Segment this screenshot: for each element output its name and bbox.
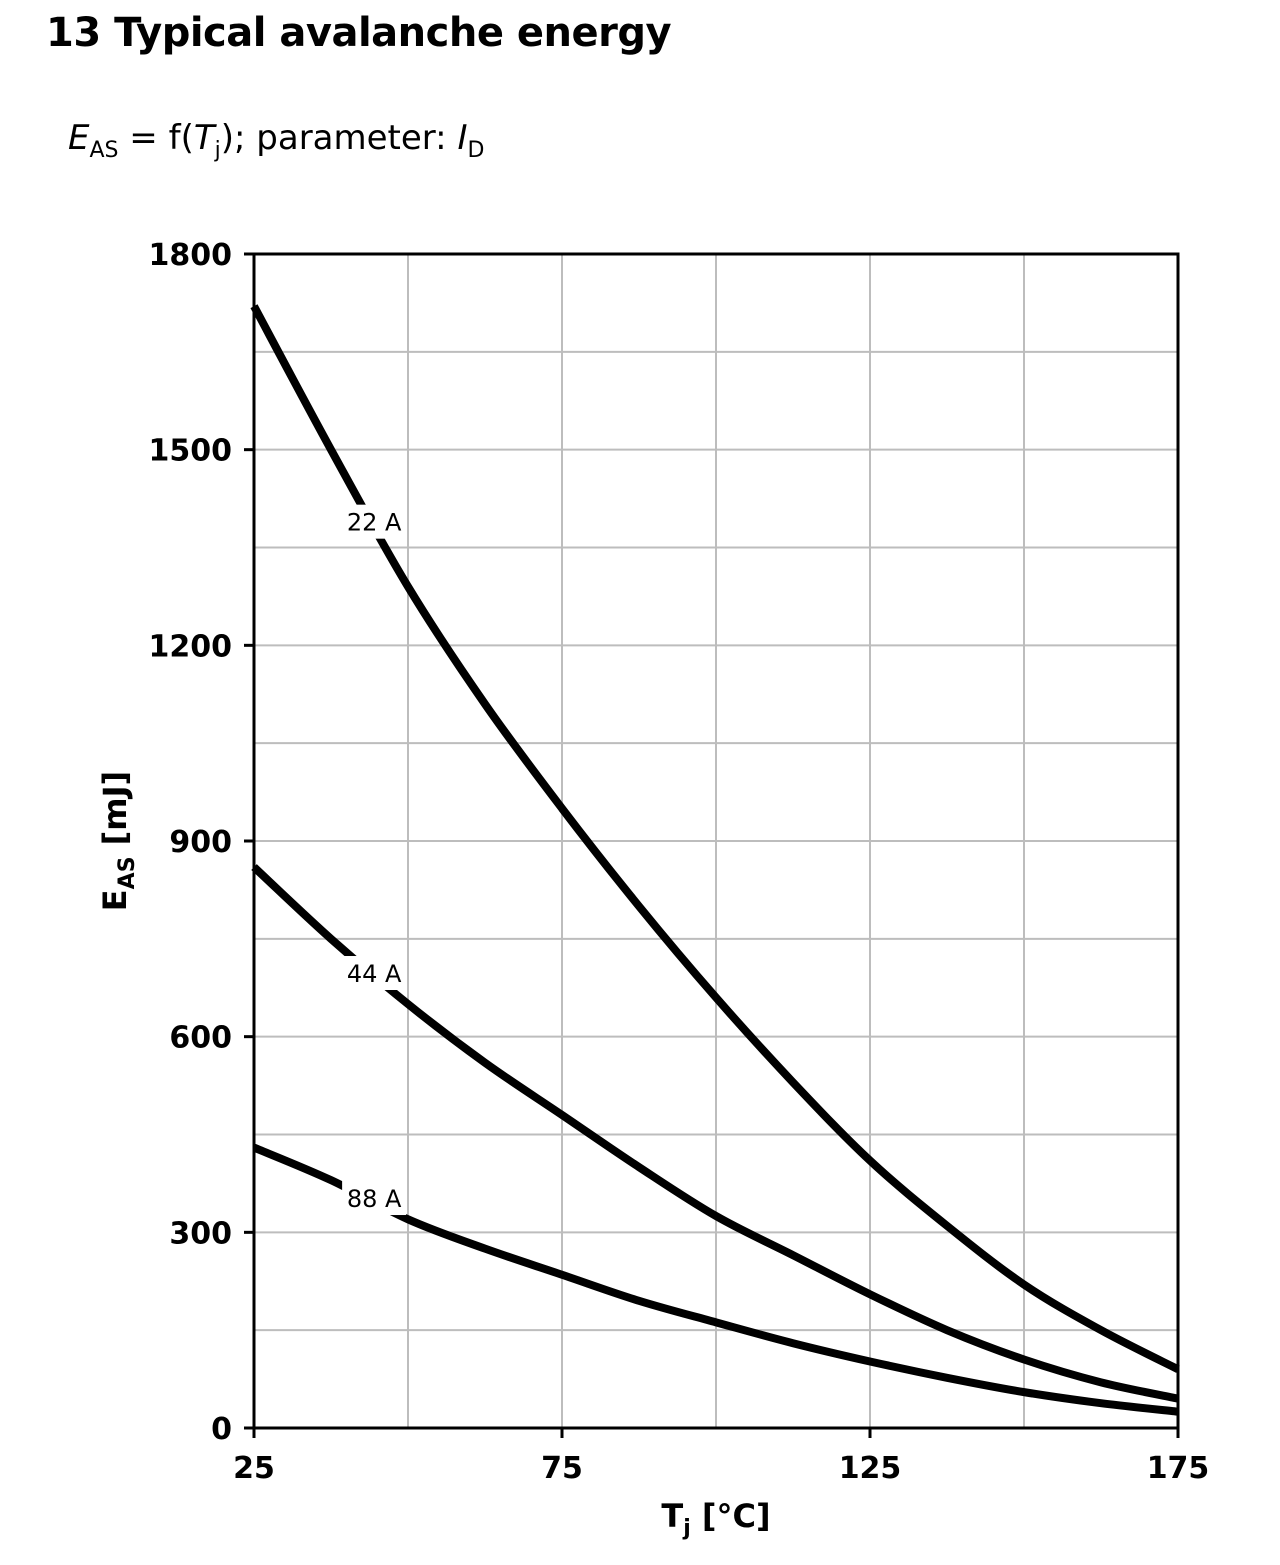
x-tick-label-25: 25 — [233, 1451, 275, 1486]
curve-22a — [250, 304, 1180, 1373]
page-title: 13 Typical avalanche energy — [46, 10, 672, 56]
grid-lines — [253, 253, 1179, 1429]
subtitle-energy-subscript: AS — [89, 138, 119, 163]
x-axis-title: Tj [°C] — [661, 1497, 770, 1541]
curve-label-44a: 44 A — [347, 960, 402, 988]
y-tick-label-1500: 1500 — [149, 434, 233, 469]
curve-label-22a: 22 A — [347, 509, 402, 537]
curve-88a — [252, 1143, 1179, 1416]
curve-label-bg-22a — [342, 504, 407, 539]
y-tick-label-0: 0 — [211, 1412, 232, 1447]
subtitle-current-symbol: I — [457, 118, 468, 158]
y-tick-label-1200: 1200 — [149, 629, 233, 664]
subtitle-parameter-text: ); parameter: — [220, 118, 458, 158]
subtitle-temperature-symbol: T — [193, 118, 215, 158]
curves — [250, 304, 1180, 1416]
y-tick-label-300: 300 — [169, 1216, 232, 1251]
subtitle-energy-symbol: E — [68, 118, 90, 158]
y-tick-label-900: 900 — [169, 825, 232, 860]
curve-44a — [251, 864, 1179, 1403]
curve-label-bg-88a — [342, 1181, 407, 1216]
y-axis-title: EAS [mJ] — [96, 771, 140, 911]
subtitle-temperature-subscript: j — [214, 138, 221, 163]
x-tick-label-175: 175 — [1147, 1451, 1210, 1486]
x-tick-label-75: 75 — [541, 1451, 583, 1486]
x-tick-label-125: 125 — [839, 1451, 902, 1486]
curve-labels: 22 A 44 A 88 A — [342, 504, 407, 1216]
chart-subtitle: EAS = f(Tj); parameter: ID — [68, 118, 484, 163]
curve-label-88a: 88 A — [347, 1185, 402, 1213]
subtitle-function-open: = f( — [118, 118, 194, 158]
subtitle-current-subscript: D — [467, 138, 485, 163]
tick-labels: 25 75 125 175 0 300 600 900 1200 1500 1800 — [149, 238, 1210, 1486]
y-tick-label-600: 600 — [169, 1021, 232, 1056]
curve-label-bg-44a — [342, 956, 407, 991]
y-tick-label-1800: 1800 — [149, 238, 233, 273]
